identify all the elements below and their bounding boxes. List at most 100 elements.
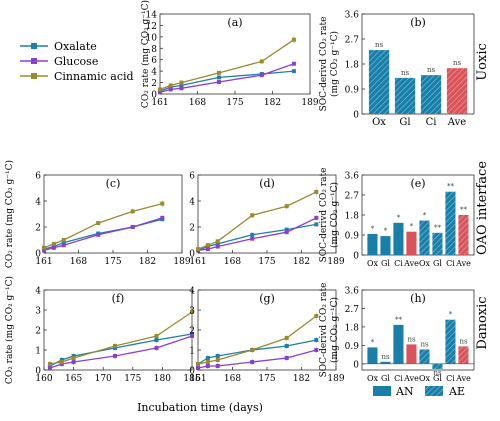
significance-label: *: [371, 338, 375, 346]
x-tick-label: 182: [293, 257, 310, 267]
data-point: [71, 360, 76, 364]
panel-c: (c) 0 2 4 6 CO₂ rate (mg CO₂ g⁻¹C) 161 168 175 18…: [4, 160, 191, 268]
data-point: [291, 61, 296, 66]
x-tick-label: 189: [327, 257, 344, 267]
x-category-label: Ox: [367, 374, 379, 383]
x-category-label: Ox: [367, 259, 379, 268]
legend-item-oxalate: Oxalate: [20, 40, 97, 53]
y-axis-label-line1: SOC-derivd CO₂ rate: [319, 168, 329, 263]
x-tick-label: 189: [301, 98, 318, 108]
x-tick-label: 185: [183, 374, 200, 384]
panel-b: (b) 0 0.9 1.8 2.7 3.6 SOC-derivd CO₂ rate (mg C…: [319, 11, 475, 128]
legend-item-cinnamic: Cinnamic acid: [20, 70, 134, 83]
significance-label: **: [395, 316, 403, 324]
data-point: [314, 189, 319, 194]
y-tick-label: 0: [151, 91, 157, 101]
data-point: [215, 364, 220, 368]
data-point: [284, 344, 289, 348]
legend: Oxalate Glucose Cinnamic acid: [20, 40, 134, 83]
y-tick-label: 8: [151, 45, 157, 55]
data-point: [113, 354, 118, 358]
y-tick-label: 3.6: [345, 287, 360, 297]
y-tick-label: 2.7: [345, 36, 360, 46]
y-tick-label: 0: [189, 367, 195, 377]
data-point: [314, 338, 319, 342]
data-point: [250, 232, 255, 237]
data-point: [215, 244, 220, 249]
data-point: [291, 69, 296, 74]
significance-label: *: [410, 223, 414, 231]
x-tick-label: 161: [35, 257, 52, 267]
x-tick-label: 182: [139, 257, 156, 267]
data-point: [47, 362, 52, 366]
y-tick-label: 0: [353, 252, 359, 262]
bar-legend-swatch-an: [373, 386, 391, 396]
bar: [458, 215, 469, 255]
significance-label: *: [371, 225, 375, 233]
x-category-label: Ave: [403, 259, 419, 268]
bar: [380, 236, 391, 255]
x-category-label: Ci: [394, 374, 403, 383]
panel-letter: (b): [410, 16, 426, 29]
bar: [394, 77, 416, 114]
zone-label-danoxic: Danoxic: [475, 296, 490, 349]
bar-legend: AN AE: [373, 385, 465, 398]
data-point: [179, 80, 184, 85]
data-point: [59, 360, 64, 364]
y-tick-label: 6: [35, 172, 41, 182]
x-category-label: Ave: [455, 374, 471, 383]
panel-letter: (g): [259, 292, 275, 305]
data-point: [259, 73, 264, 78]
y-tick-label: 3: [189, 307, 195, 317]
significance-label: ns: [459, 337, 468, 345]
y-tick-label: 0: [35, 250, 41, 260]
data-point: [284, 227, 289, 232]
y-tick-label: 4: [189, 287, 195, 297]
panel-d: (d) 0 2 4 6 161 168 175 182 189: [189, 172, 345, 268]
data-point: [42, 248, 46, 253]
legend-label-glucose: Glucose: [54, 55, 98, 68]
data-point: [215, 241, 220, 246]
significance-label: *: [384, 227, 388, 235]
y-tick-label: 12: [146, 22, 157, 32]
y-tick-label: 1.8: [345, 323, 360, 333]
bar: [393, 324, 404, 364]
data-point: [47, 366, 52, 370]
y-axis-label-line1: SOC-derivd CO₂ rate: [319, 283, 329, 378]
y-tick-label: 14: [146, 11, 158, 21]
data-point: [215, 358, 220, 362]
data-point: [130, 225, 135, 229]
bar: [432, 363, 443, 369]
x-category-label: Ox: [419, 259, 431, 268]
bar: [406, 231, 417, 255]
data-point: [250, 348, 255, 352]
y-tick-label: 1: [35, 347, 41, 357]
bar-legend-swatch-ae: [425, 386, 443, 396]
data-point: [196, 362, 200, 366]
x-tick-label: 180: [154, 374, 171, 384]
data-point: [158, 87, 162, 92]
bar: [445, 191, 456, 255]
data-point: [259, 59, 264, 64]
legend-item-glucose: Glucose: [20, 55, 98, 68]
data-point: [154, 334, 159, 338]
y-tick-label: 1: [189, 347, 195, 357]
zone-label-oao-interface: OAO interface: [475, 161, 490, 255]
bar: [446, 68, 468, 114]
data-point: [158, 90, 162, 95]
data-point: [205, 360, 210, 364]
y-tick-label: 2.7: [345, 305, 360, 315]
x-tick-label: 160: [35, 374, 52, 384]
y-tick-label: 3.6: [345, 11, 360, 21]
y-tick-label: 3.6: [345, 172, 360, 182]
bar: [406, 344, 417, 364]
panel-letter: (a): [227, 16, 242, 29]
panel-letter: (h): [410, 292, 426, 305]
data-point: [61, 238, 66, 242]
x-tick-label: 175: [258, 374, 275, 384]
x-category-label: Gl: [433, 259, 442, 268]
x-tick-label: 168: [224, 257, 241, 267]
significance-label: *: [449, 311, 453, 319]
data-point: [96, 232, 101, 237]
